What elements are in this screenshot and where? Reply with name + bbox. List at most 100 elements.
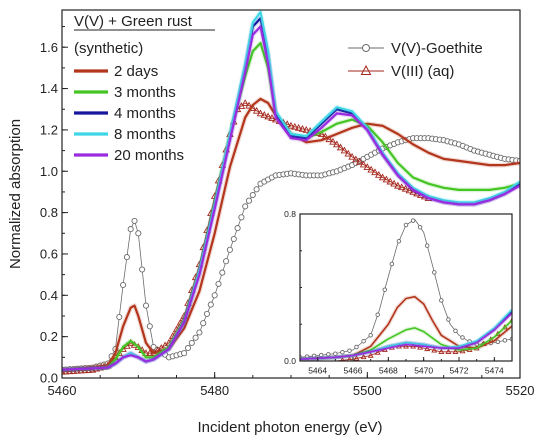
x-axis-title: Incident photon energy (eV) (197, 419, 382, 436)
data-point-triangle (403, 343, 409, 349)
data-point-triangle (367, 165, 375, 173)
data-point-triangle (115, 349, 124, 357)
legend-label-8-months: 8 months (114, 126, 176, 143)
data-point-triangle (348, 152, 356, 160)
x-tick-label: 5464 (308, 366, 327, 376)
data-point-triangle (291, 122, 299, 130)
x-tick-label: 5472 (450, 366, 469, 376)
data-point-circle (432, 270, 437, 275)
data-point-circle (211, 292, 218, 299)
series-line-20-months (300, 312, 512, 360)
data-point-triangle (252, 106, 261, 114)
data-point-circle (439, 298, 444, 303)
data-point-circle (184, 344, 192, 352)
data-point-triangle (359, 160, 368, 168)
series-line-2-days (300, 295, 512, 360)
data-point-circle (354, 344, 359, 350)
data-point-triangle (146, 349, 154, 357)
data-point-circle (238, 214, 245, 221)
data-point-triangle (363, 163, 372, 170)
data-point-circle (333, 351, 338, 356)
data-point-triangle (353, 355, 360, 361)
data-point-circle (146, 323, 153, 330)
data-point-triangle (264, 112, 272, 120)
x-tick-label: 5520 (506, 383, 535, 398)
y-tick-label: 1.4 (40, 81, 58, 96)
main-plot: 5460 5480 5500 5520 0.0 0.2 0.4 0.6 0.8 1.0 1.2 1.4… (40, 9, 535, 398)
x-tick-label: 5466 (344, 366, 363, 376)
data-point-triangle (360, 353, 367, 360)
data-point-triangle (397, 183, 406, 191)
series-20-months (300, 311, 512, 361)
data-point-triangle (431, 347, 438, 353)
data-point-triangle (287, 121, 295, 129)
data-point-triangle (371, 168, 379, 176)
data-point-triangle (405, 186, 414, 194)
data-point-circle (347, 348, 352, 353)
y-tick-label: 1.2 (40, 122, 58, 137)
data-point-triangle (346, 356, 353, 361)
data-point-triangle (62, 367, 66, 375)
y-tick-label: 0.8 (40, 205, 58, 220)
data-point-circle (188, 339, 195, 346)
data-point-circle (249, 191, 256, 199)
data-point-triangle (378, 173, 387, 181)
legend-label-3-months: 3 months (114, 84, 176, 101)
data-point-circle (375, 312, 380, 317)
data-point-triangle (459, 347, 466, 354)
legend-label-20-months: 20 months (114, 147, 184, 164)
data-point-circle (453, 328, 458, 334)
data-point-triangle (81, 366, 89, 374)
data-point-triangle (445, 348, 452, 355)
data-point-triangle (77, 366, 85, 374)
data-point-circle (502, 338, 508, 343)
data-point-triangle (294, 123, 303, 131)
series-line-2-days (62, 97, 520, 371)
data-point-circle (361, 338, 366, 344)
series-2-days (300, 294, 512, 361)
data-point-circle (196, 329, 203, 336)
data-point-circle (230, 235, 237, 243)
data-point-circle (340, 349, 345, 355)
data-point-circle (417, 224, 423, 230)
legend-right: V(V)-Goethite V(III) (aq) (348, 40, 483, 80)
legend-subheading: (synthetic) (74, 40, 143, 57)
legend-marker-triangle (360, 64, 372, 75)
data-point-circle (403, 222, 409, 228)
data-point-circle (223, 258, 230, 265)
data-point-triangle (268, 114, 276, 121)
data-point-triangle (241, 99, 249, 106)
y-tick-label: 0.8 (284, 209, 296, 219)
data-point-triangle (375, 170, 383, 178)
data-point-circle (242, 203, 249, 210)
y-tick-label: 1.0 (40, 164, 58, 179)
data-point-triangle (374, 349, 381, 355)
series-line-20-months (62, 25, 520, 371)
data-point-circle (446, 317, 451, 322)
data-point-triangle (509, 317, 512, 323)
data-point-triangle (401, 184, 410, 192)
y-tick-label: 0.2 (40, 329, 58, 344)
data-point-circle (139, 266, 146, 273)
data-point-circle (389, 261, 395, 267)
data-point-triangle (298, 124, 307, 132)
x-tick-label: 5480 (200, 383, 229, 398)
y-tick-label: 0.0 (284, 356, 296, 366)
data-point-circle (424, 243, 430, 248)
data-point-circle (368, 333, 373, 338)
plot-background (300, 214, 512, 361)
data-point-triangle (367, 352, 374, 358)
x-tick-label: 5474 (485, 366, 504, 376)
series-20-months (62, 24, 520, 373)
legend-label-2-days: 2 days (114, 63, 158, 80)
data-point-circle (127, 226, 134, 233)
inset-series-layer (300, 214, 512, 361)
x-tick-label: 5470 (414, 366, 433, 376)
data-point-circle (226, 246, 233, 253)
data-point-triangle (62, 367, 70, 375)
data-point-circle (396, 238, 402, 244)
x-tick-label: 5500 (353, 383, 382, 398)
data-point-triangle (452, 348, 459, 355)
data-point-circle (245, 197, 253, 204)
